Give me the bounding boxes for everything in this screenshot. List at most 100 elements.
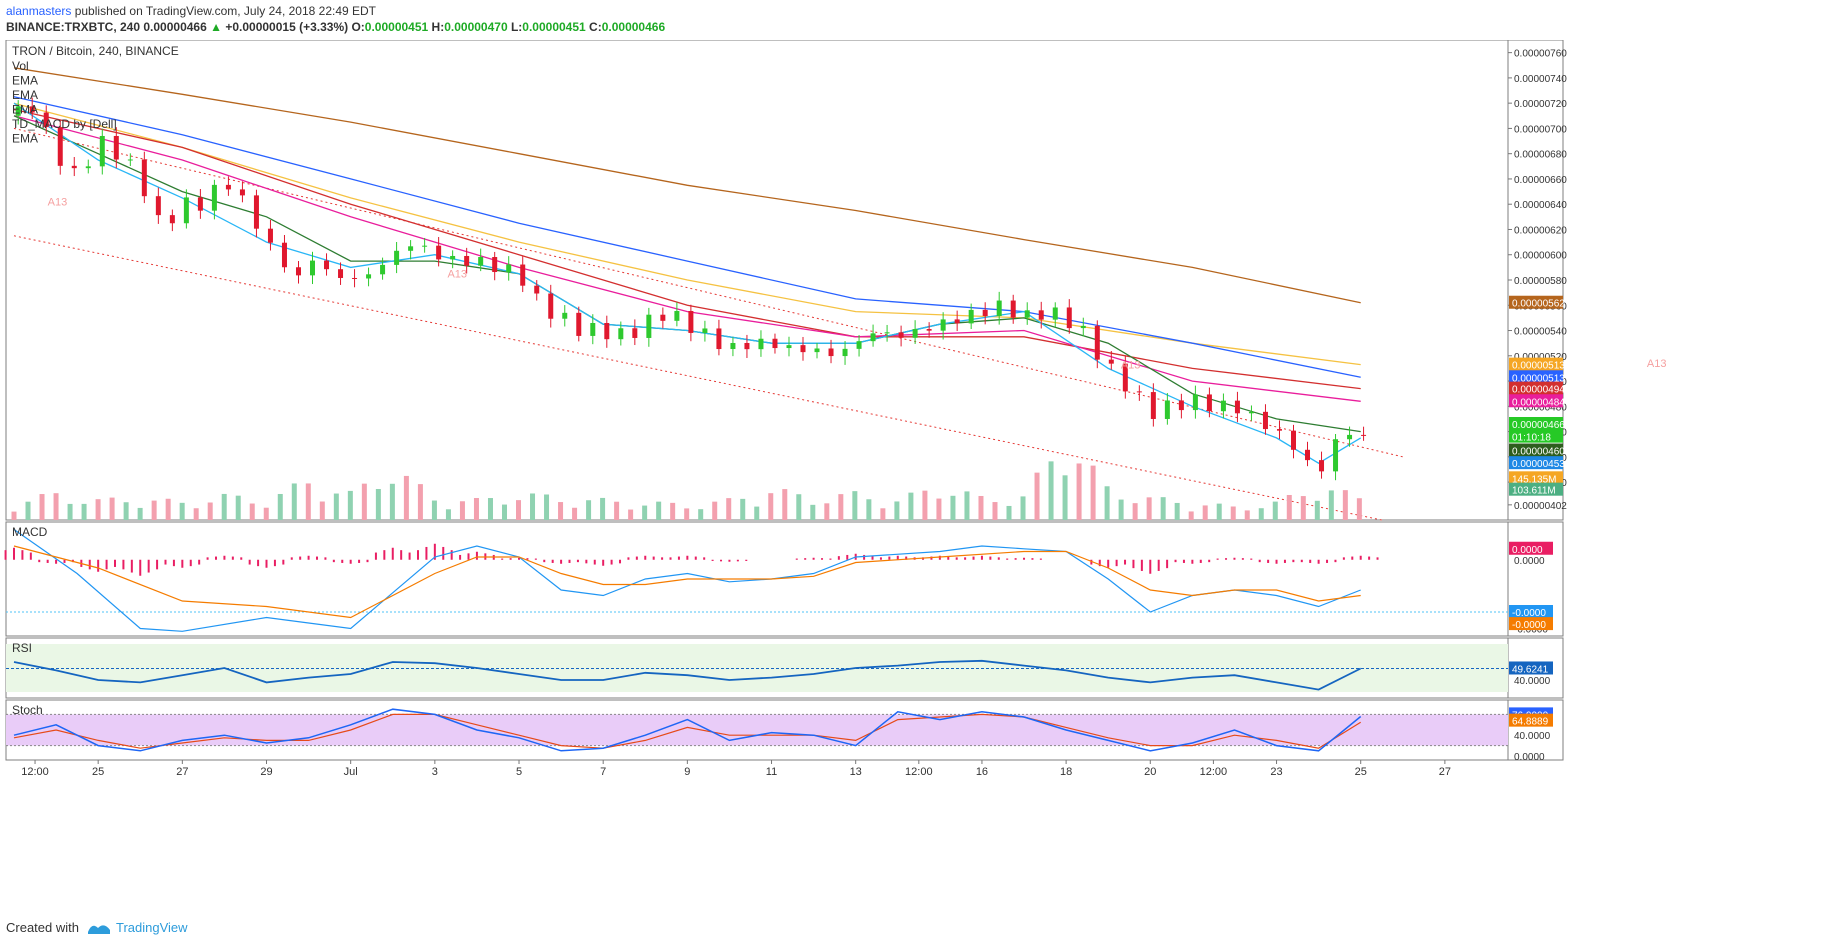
volume-bar bbox=[473, 497, 479, 520]
volume-bar bbox=[600, 497, 606, 520]
volume-bar bbox=[305, 483, 311, 520]
x-tick-label: 25 bbox=[1355, 766, 1367, 778]
chart-area[interactable]: 0.00000760 0.00000740 0.00000720 0.00000700… bbox=[0, 40, 1828, 910]
x-tick-label: 25 bbox=[92, 766, 104, 778]
volume-bar bbox=[165, 498, 171, 520]
footer: Created with TradingView bbox=[0, 912, 1828, 946]
volume-bar bbox=[1020, 496, 1026, 520]
volume-bar bbox=[894, 501, 900, 520]
stoch-d-line bbox=[13, 713, 1362, 749]
volume-bar bbox=[1076, 463, 1082, 520]
x-tick-label: 3 bbox=[432, 766, 438, 778]
volume-bar bbox=[978, 495, 984, 520]
last-price: 0.00000466 bbox=[143, 20, 207, 34]
candle-body bbox=[1122, 363, 1128, 392]
candle-body bbox=[982, 309, 988, 317]
price-tick-label: 0.00000580 bbox=[1514, 276, 1567, 287]
candle-body bbox=[744, 342, 750, 350]
candle-body bbox=[926, 329, 932, 331]
study-legend-item: EMA bbox=[12, 103, 38, 117]
rsi-tick-label: 40.0000 bbox=[1514, 676, 1551, 687]
volume-bar bbox=[277, 493, 283, 520]
author-link[interactable]: alanmasters bbox=[6, 4, 72, 18]
td-sequential-label: A13 bbox=[447, 268, 467, 280]
volume-bar bbox=[39, 494, 45, 520]
volume-bar bbox=[1300, 496, 1306, 520]
price-label-text: 0.00000513 bbox=[1512, 373, 1565, 384]
macd-label-box bbox=[1509, 605, 1553, 618]
price-label-box bbox=[1509, 394, 1563, 408]
candle-body bbox=[940, 319, 946, 331]
price-tick-label: 0.00000540 bbox=[1514, 327, 1567, 338]
tradingview-link[interactable]: TradingView bbox=[116, 920, 188, 935]
volume-bar bbox=[796, 494, 802, 520]
candle-body bbox=[814, 348, 820, 353]
candle-body bbox=[253, 195, 259, 229]
volume-bar bbox=[487, 498, 493, 520]
price-label-box bbox=[1509, 357, 1563, 371]
candle-body bbox=[1305, 449, 1311, 461]
candle-body bbox=[1347, 434, 1353, 440]
candle-body bbox=[1010, 300, 1016, 318]
volume-bar bbox=[1090, 465, 1096, 520]
candle-body bbox=[1192, 394, 1198, 411]
volume-bar bbox=[1048, 461, 1054, 520]
high-label: H: bbox=[431, 20, 445, 34]
price-label-text: 145.135M bbox=[1512, 474, 1556, 485]
candle-body bbox=[870, 333, 876, 342]
macd-label-text: -0.0000 bbox=[1512, 620, 1546, 631]
volume-bar bbox=[516, 500, 522, 520]
volume-bar bbox=[123, 502, 129, 520]
price-label-text: 0.00000562 bbox=[1512, 299, 1565, 310]
volume-bar bbox=[109, 497, 115, 520]
candle-body bbox=[968, 309, 974, 324]
candle-body bbox=[1038, 310, 1044, 320]
volume-bar bbox=[1286, 494, 1292, 520]
study-legend-item: TD_MACD by [Dell] bbox=[12, 117, 117, 131]
candle-body bbox=[408, 246, 414, 251]
volume-bar bbox=[1146, 497, 1152, 520]
publish-line: alanmasters published on TradingView.com… bbox=[6, 4, 376, 18]
volume-bar bbox=[1034, 472, 1040, 520]
volume-bar bbox=[1202, 505, 1208, 520]
candle-body bbox=[450, 255, 456, 260]
candle-body bbox=[548, 293, 554, 319]
candle-body bbox=[730, 342, 736, 350]
price-tick-label: 0.00000720 bbox=[1514, 99, 1567, 110]
candle-body bbox=[702, 328, 708, 333]
volume-bar bbox=[1062, 475, 1068, 520]
x-tick-label: 7 bbox=[600, 766, 606, 778]
candle-body bbox=[842, 348, 848, 357]
candle-body bbox=[590, 322, 596, 336]
price-tick-label: 0.00000680 bbox=[1514, 150, 1567, 161]
stoch-tick-label: 40.0000 bbox=[1514, 731, 1551, 742]
volume-bar bbox=[81, 503, 87, 520]
candle-body bbox=[29, 106, 35, 113]
candle-body bbox=[1319, 460, 1325, 472]
candle-body bbox=[1024, 310, 1030, 318]
candle-body bbox=[99, 135, 105, 167]
volume-bar bbox=[263, 507, 269, 520]
volume-bar bbox=[1230, 506, 1236, 520]
volume-bar bbox=[908, 492, 914, 520]
price-tick-label: 0.00000600 bbox=[1514, 251, 1567, 262]
volume-bar bbox=[333, 493, 339, 520]
candle-body bbox=[1333, 439, 1339, 472]
volume-bar bbox=[95, 499, 101, 520]
td-sequential-label: A13 bbox=[1121, 359, 1141, 371]
symbol-label[interactable]: BINANCE:TRXBTC, 240 bbox=[6, 20, 141, 34]
volume-bar bbox=[1258, 508, 1264, 520]
macd-label-text: 0.0000 bbox=[1512, 545, 1543, 556]
volume-bar bbox=[586, 500, 592, 520]
macd-label-text: -0.0000 bbox=[1512, 608, 1546, 619]
low-value: 0.00000451 bbox=[522, 20, 586, 34]
price-tick-label: 0.00000620 bbox=[1514, 225, 1567, 236]
study-legend-item: EMA bbox=[12, 88, 38, 102]
candle-body bbox=[155, 196, 161, 216]
candle-body bbox=[786, 345, 792, 349]
volume-bar bbox=[11, 511, 17, 520]
candle-body bbox=[618, 328, 624, 340]
volume-bar bbox=[684, 508, 690, 520]
price-tick-label: 0.00000402 bbox=[1514, 501, 1567, 512]
td-sequential-label: A13 bbox=[48, 196, 68, 208]
